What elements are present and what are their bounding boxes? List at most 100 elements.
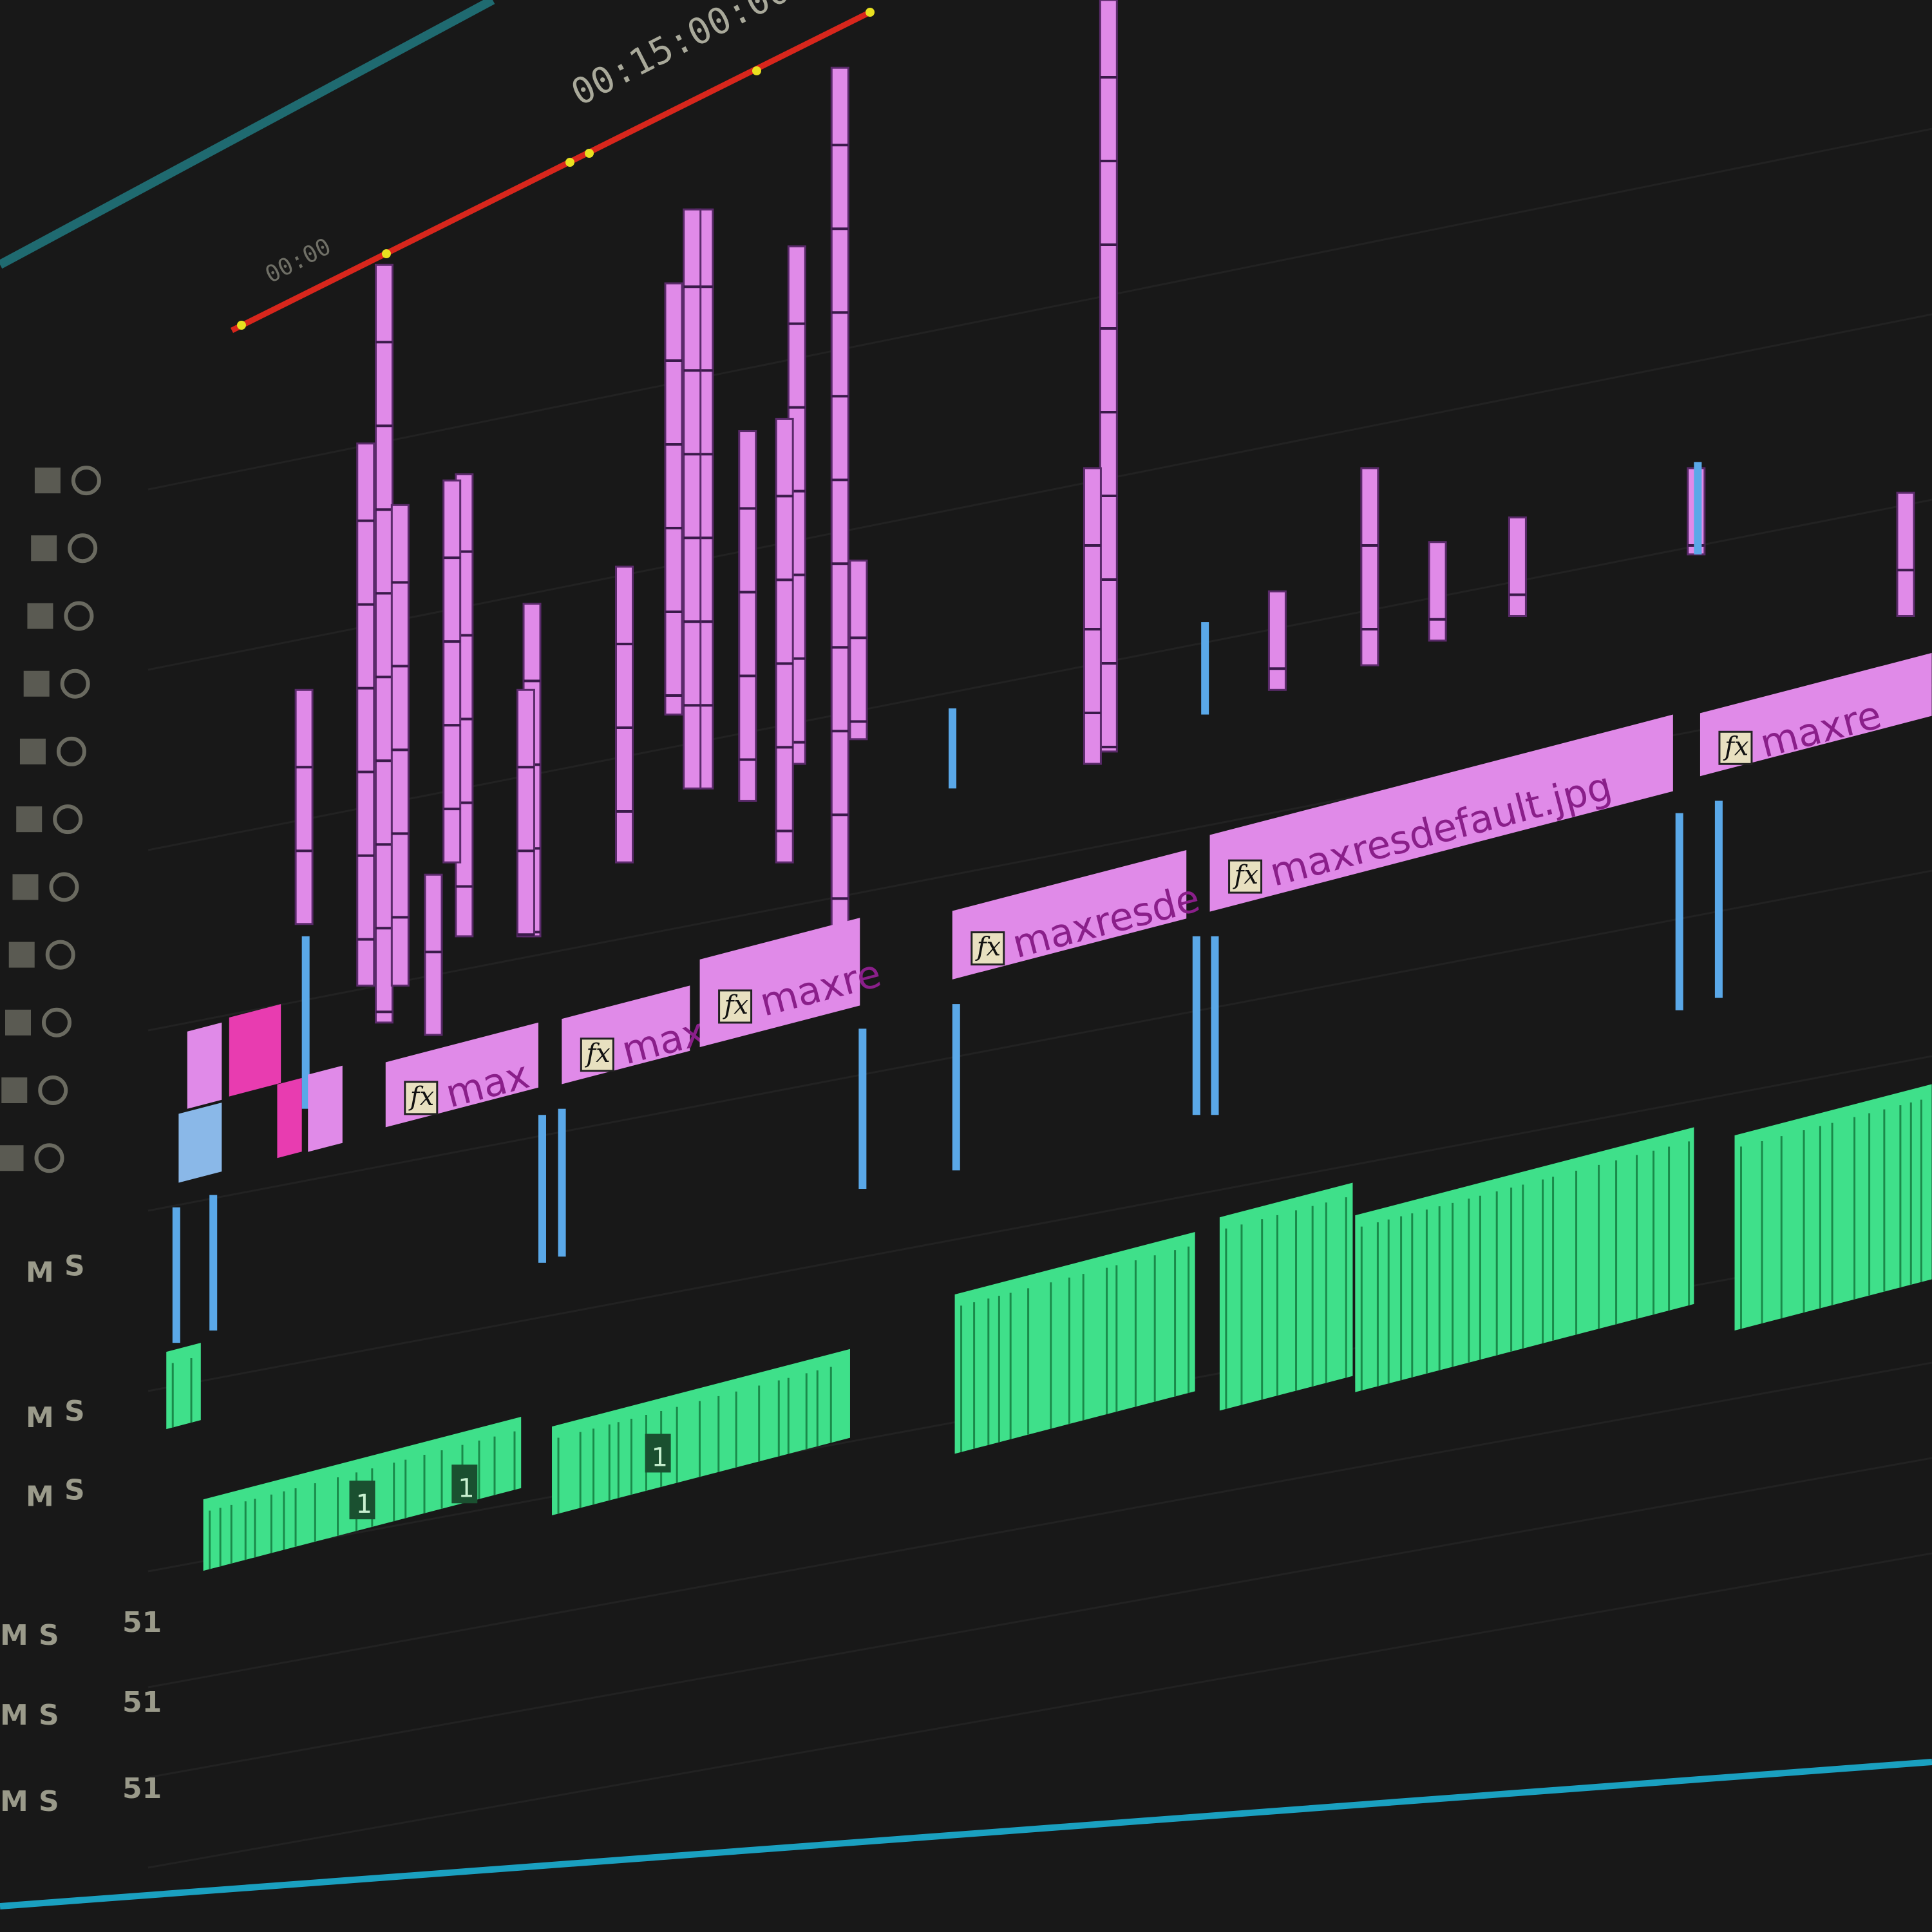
audio-clip[interactable] — [1734, 1084, 1932, 1331]
solo-button[interactable]: S — [64, 1474, 85, 1507]
ruler-marker[interactable] — [752, 66, 761, 75]
video-clip-stack-bar[interactable] — [374, 263, 393, 1024]
video-clip[interactable]: fx maxresdefault.jpg — [1209, 714, 1673, 912]
ruler-marker[interactable] — [382, 249, 391, 258]
clip-marker[interactable] — [952, 1004, 960, 1171]
mute-button[interactable]: M — [26, 1256, 54, 1289]
mute-button[interactable]: M — [0, 1785, 28, 1818]
solo-button[interactable]: S — [64, 1395, 85, 1428]
video-clip-stack-bar[interactable] — [1428, 541, 1447, 642]
video-clip[interactable] — [277, 1077, 302, 1159]
video-clip-stack-bar[interactable] — [356, 442, 375, 987]
track-eye-icon[interactable] — [45, 940, 75, 970]
video-clip[interactable]: fx maxre — [1700, 652, 1932, 777]
video-clip-stack-bar[interactable] — [390, 504, 410, 987]
solo-button[interactable]: S — [39, 1785, 59, 1818]
track-sync-lock-icon[interactable] — [0, 1145, 24, 1171]
clip-marker[interactable] — [1211, 936, 1219, 1115]
video-clip-stack-bar[interactable] — [1083, 467, 1102, 765]
clip-marker[interactable] — [538, 1115, 546, 1263]
audio-clip-body[interactable] — [1219, 1182, 1353, 1411]
track-sync-lock-icon[interactable] — [16, 806, 43, 833]
ruler-marker[interactable] — [866, 8, 875, 17]
audio-clip[interactable] — [552, 1349, 850, 1515]
video-clip[interactable]: fx maxresde — [952, 849, 1204, 980]
track-eye-icon[interactable] — [38, 1075, 68, 1106]
audio-clip[interactable] — [954, 1232, 1195, 1454]
track-sync-lock-icon[interactable] — [27, 603, 53, 629]
video-clip-stack-bar[interactable] — [664, 282, 683, 716]
work-area-bar[interactable] — [230, 9, 872, 334]
video-clip-stack-bar[interactable] — [849, 559, 868, 741]
video-clip[interactable] — [308, 1065, 343, 1152]
track-eye-icon[interactable] — [68, 533, 98, 564]
audio-clip[interactable] — [1219, 1182, 1353, 1411]
clip-marker[interactable] — [1675, 813, 1683, 1010]
clip-marker[interactable] — [558, 1108, 566, 1257]
track-sync-lock-icon[interactable] — [34, 468, 61, 494]
video-clip[interactable] — [178, 1103, 222, 1183]
video-clip-stack-bar[interactable] — [1508, 516, 1527, 618]
track-eye-icon[interactable] — [71, 466, 101, 496]
video-clip-stack-bar[interactable] — [442, 479, 462, 864]
video-clip-body[interactable] — [952, 849, 1187, 980]
track-eye-icon[interactable] — [41, 1007, 71, 1037]
clip-marker[interactable] — [949, 708, 957, 789]
track-eye-icon[interactable] — [60, 668, 90, 699]
track-sync-lock-icon[interactable] — [5, 1009, 31, 1036]
ruler-marker[interactable] — [565, 158, 574, 167]
solo-button[interactable]: S — [64, 1249, 85, 1282]
ruler-marker[interactable] — [237, 321, 246, 330]
audio-clip[interactable] — [166, 1343, 201, 1430]
video-clip-stack-bar[interactable] — [683, 208, 702, 790]
video-clip-stack-bar[interactable] — [424, 873, 443, 1036]
clip-marker[interactable] — [172, 1207, 180, 1343]
audio-clip-body[interactable] — [954, 1232, 1195, 1454]
track-sync-lock-icon[interactable] — [23, 670, 50, 697]
audio-clip-body[interactable] — [1355, 1127, 1694, 1392]
ruler-marker[interactable] — [585, 149, 594, 158]
mute-button[interactable]: M — [26, 1481, 54, 1513]
video-clip-stack-bar[interactable] — [830, 66, 849, 938]
clip-marker[interactable] — [1201, 622, 1209, 715]
track-eye-icon[interactable] — [56, 736, 86, 766]
track-sync-lock-icon[interactable] — [12, 874, 39, 900]
video-clip-stack-bar[interactable] — [615, 565, 634, 864]
video-clip[interactable]: fx maxl — [562, 985, 721, 1084]
audio-clip-body[interactable] — [552, 1349, 850, 1515]
mute-button[interactable]: M — [0, 1699, 28, 1732]
video-clip-stack-bar[interactable] — [775, 417, 794, 864]
clip-marker[interactable] — [858, 1028, 867, 1189]
video-clip-stack-bar[interactable] — [516, 688, 535, 938]
track-sync-lock-icon[interactable] — [19, 738, 46, 764]
video-clip[interactable] — [187, 1022, 222, 1109]
track-sync-lock-icon[interactable] — [1, 1077, 28, 1104]
audio-clip[interactable] — [1355, 1127, 1694, 1392]
track-eye-icon[interactable] — [53, 804, 83, 835]
video-clip-stack-bar[interactable] — [1267, 590, 1287, 691]
video-clip-stack-bar[interactable] — [738, 430, 757, 802]
clip-marker[interactable] — [1192, 936, 1200, 1115]
video-clip-stack-bar[interactable] — [294, 688, 314, 925]
track-sync-lock-icon[interactable] — [31, 535, 57, 562]
video-clip[interactable]: fx maxre — [699, 918, 886, 1048]
video-clip[interactable] — [229, 1004, 281, 1097]
mute-button[interactable]: M — [0, 1619, 28, 1652]
audio-clip-body[interactable] — [166, 1343, 201, 1430]
video-clip-stack-bar[interactable] — [1099, 0, 1118, 753]
clip-marker[interactable] — [1694, 462, 1702, 554]
clip-marker[interactable] — [209, 1195, 218, 1331]
video-clip-body[interactable] — [1209, 714, 1673, 912]
clip-marker[interactable] — [1714, 800, 1723, 998]
track-sync-lock-icon[interactable] — [8, 942, 35, 968]
solo-button[interactable]: S — [39, 1619, 59, 1652]
video-clip-stack-bar[interactable] — [1896, 491, 1915, 618]
track-eye-icon[interactable] — [34, 1143, 64, 1173]
track-eye-icon[interactable] — [49, 872, 79, 902]
solo-button[interactable]: S — [39, 1699, 59, 1732]
video-clip[interactable]: fx max — [385, 1022, 538, 1128]
video-clip-stack-bar[interactable] — [1360, 467, 1379, 667]
track-eye-icon[interactable] — [64, 601, 94, 631]
clip-marker[interactable] — [301, 936, 310, 1109]
video-clip-body[interactable] — [1700, 652, 1932, 777]
